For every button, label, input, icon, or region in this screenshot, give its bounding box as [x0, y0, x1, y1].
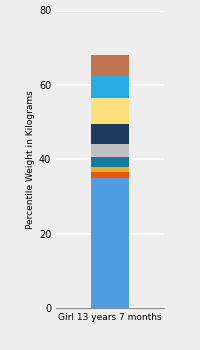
Bar	[91, 172, 129, 178]
Bar	[91, 76, 129, 98]
Bar	[91, 124, 129, 144]
Y-axis label: Percentile Weight in Kilograms: Percentile Weight in Kilograms	[26, 90, 35, 229]
Bar	[91, 144, 129, 158]
Bar	[91, 55, 129, 76]
Bar	[91, 178, 129, 308]
Bar	[91, 98, 129, 124]
Bar	[91, 158, 129, 167]
Bar	[91, 167, 129, 172]
